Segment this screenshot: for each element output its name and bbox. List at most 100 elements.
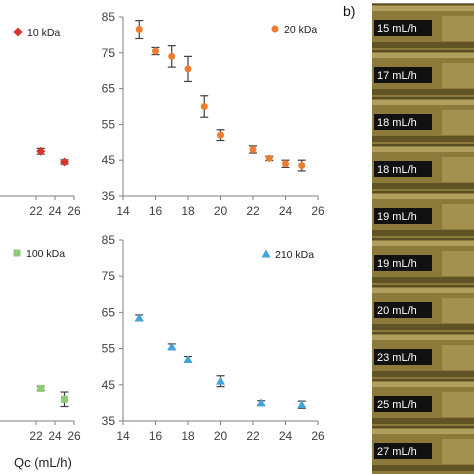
x-tick-label: 26 [67, 204, 81, 218]
data-point [256, 398, 266, 407]
frame-label-background [374, 443, 432, 459]
chart-p210: 35 45 55 65 75 85 14 16 18 20 22 24 26 210 kDa [102, 233, 325, 443]
y-tick-label: 65 [102, 82, 116, 96]
y-tick-label: 85 [102, 10, 116, 24]
y-tick-label: 85 [102, 233, 116, 247]
data-point [265, 154, 273, 162]
data-point [216, 376, 225, 385]
legend-marker [13, 249, 21, 257]
micrograph-frame: 25 mL/h [372, 379, 474, 427]
y-tick-label: 45 [102, 378, 116, 392]
y-tick-label: 45 [102, 153, 116, 167]
droplet-region [442, 157, 474, 182]
frame-flow-rate-label: 18 mL/h [377, 117, 417, 129]
x-tick-label: 22 [29, 204, 43, 218]
channel-wall-top [372, 194, 474, 199]
data-point [184, 65, 192, 73]
frame-label-background [374, 67, 432, 83]
x-tick-label: 20 [214, 204, 228, 218]
x-tick-label: 18 [181, 204, 195, 218]
y-tick-label: 35 [102, 414, 116, 428]
legend-label: 210 kDa [275, 249, 314, 261]
legend-marker [261, 249, 271, 258]
x-tick-label: 18 [181, 429, 195, 443]
micrograph-frame: 17 mL/h [372, 50, 474, 98]
frame-flow-rate-label: 19 mL/h [377, 211, 417, 223]
y-tick-label: 55 [102, 342, 116, 356]
channel-wall-top [372, 6, 474, 11]
frame-flow-rate-label: 25 mL/h [377, 399, 417, 411]
x-tick-label: 16 [149, 429, 163, 443]
channel-wall-top [372, 147, 474, 152]
droplet-region [442, 298, 474, 323]
channel-wall-bottom [372, 418, 474, 424]
channel-wall-top [372, 382, 474, 387]
x-tick-label: 24 [279, 429, 293, 443]
channel-wall-bottom [372, 89, 474, 95]
channel-wall-top [372, 241, 474, 246]
y-tick-label: 75 [102, 269, 116, 283]
frame-label-background [374, 302, 432, 318]
legend-label: 10 kDa [27, 27, 60, 39]
x-tick-label: 22 [29, 429, 43, 443]
data-point [249, 145, 257, 153]
x-tick-label: 14 [116, 204, 130, 218]
legend-label: 20 kDa [284, 24, 317, 36]
frame-flow-rate-label: 20 mL/h [377, 305, 417, 317]
y-tick-label: 75 [102, 46, 116, 60]
legend-label: 100 kDa [26, 248, 65, 260]
frame-flow-rate-label: 18 mL/h [377, 164, 417, 176]
y-tick-label: 65 [102, 305, 116, 319]
chart-p10: 22 24 26 10 kDa [0, 27, 81, 218]
micrograph-frame: 19 mL/h [372, 238, 474, 286]
droplet-region [442, 63, 474, 88]
panel-b-letter: b) [343, 3, 355, 19]
frame-label-background [374, 349, 432, 365]
legend-marker [271, 25, 279, 33]
data-point [134, 313, 144, 322]
panel-b-image-strip: b) 15 mL/h 17 mL/h 18 mL/h 18 mL/h 19 mL/h 19 … [343, 3, 474, 474]
x-tick-label: 26 [311, 429, 325, 443]
frame-label-background [374, 161, 432, 177]
micrograph-frame: 19 mL/h [372, 191, 474, 239]
chart-p20: 35 45 55 65 75 85 14 16 18 20 22 24 26 20 kDa [102, 10, 325, 218]
channel-wall-bottom [372, 136, 474, 142]
x-tick-label: 22 [246, 204, 260, 218]
data-point [36, 146, 46, 156]
data-point [60, 157, 69, 167]
data-point [183, 354, 193, 363]
frame-label-background [374, 255, 432, 271]
data-point [282, 160, 289, 168]
data-point [61, 395, 68, 403]
x-tick-label: 24 [48, 429, 62, 443]
channel-wall-bottom [372, 230, 474, 236]
data-point [200, 103, 208, 110]
channel-wall-top [372, 335, 474, 340]
frame-flow-rate-label: 19 mL/h [377, 258, 417, 270]
channel-wall-top [372, 100, 474, 105]
charts: 22 24 26 10 kDa 35 45 55 65 75 85 14 16 18 20 22 24 26 20… [0, 10, 325, 470]
droplet-region [442, 251, 474, 276]
droplet-region [442, 439, 474, 464]
x-tick-label: 26 [311, 204, 325, 218]
channel-wall-bottom [372, 324, 474, 330]
frame-flow-rate-label: 27 mL/h [377, 446, 417, 458]
droplet-region [442, 110, 474, 135]
data-point [297, 400, 307, 409]
data-point [37, 384, 45, 392]
x-tick-label: 16 [149, 204, 163, 218]
y-tick-label: 35 [102, 189, 116, 203]
micrograph-frame: 15 mL/h [372, 3, 474, 51]
frame-label-background [374, 114, 432, 130]
x-tick-label: 14 [116, 429, 130, 443]
droplet-region [442, 345, 474, 370]
frame-flow-rate-label: 23 mL/h [377, 352, 417, 364]
channel-wall-top [372, 288, 474, 293]
micrograph-frame: 18 mL/h [372, 144, 474, 192]
channel-wall-top [372, 429, 474, 434]
channel-wall-bottom [372, 465, 474, 471]
frame-label-background [374, 208, 432, 224]
frame-label-background [374, 20, 432, 36]
channel-wall-top [372, 53, 474, 58]
